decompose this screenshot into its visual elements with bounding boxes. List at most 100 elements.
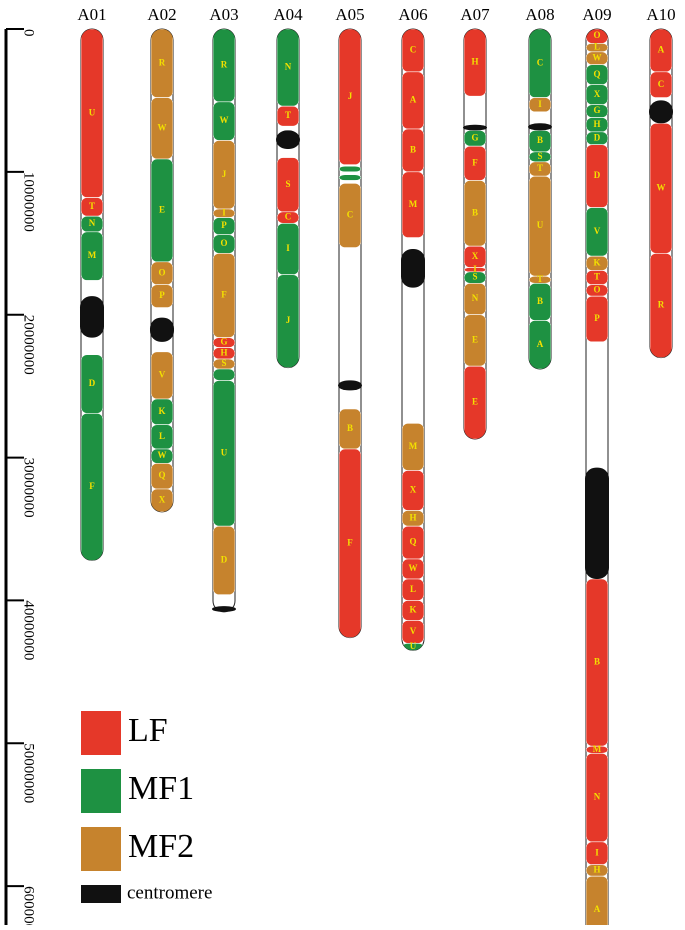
centromere-mark [401, 249, 425, 288]
segment-label: W [409, 563, 418, 573]
segment-lf [339, 29, 361, 166]
segment-label: W [657, 182, 666, 192]
segment-label: C [537, 57, 544, 67]
chromosome-title: A01 [77, 5, 106, 24]
segment-label: S [537, 151, 542, 161]
segment-label: H [409, 512, 416, 522]
chromosome-a04: A04 N T S C I J [273, 5, 303, 369]
segment-mf1 [277, 274, 299, 368]
legend-swatch [81, 711, 121, 755]
segment-label: X [472, 251, 479, 261]
segment-mf2 [151, 488, 173, 512]
segment-label: U [221, 447, 228, 457]
legend-label: centromere [127, 882, 212, 903]
segment-label: M [409, 441, 418, 451]
segment-label: B [472, 207, 478, 217]
segment-mf2 [586, 875, 608, 930]
segment-label: G [220, 337, 227, 347]
segment-label: I [595, 847, 599, 857]
segment-label: T [89, 201, 95, 211]
centromere-mark [585, 467, 609, 579]
segment-label: A [537, 339, 544, 349]
segment-mf2 [529, 97, 551, 113]
segment-label: A [594, 904, 601, 914]
segment-label: U [89, 107, 96, 117]
segment-label: M [88, 250, 97, 260]
segment-label: K [158, 406, 165, 416]
segment-lf [277, 105, 299, 127]
chromosome-a10: A10 A C W R [646, 5, 676, 359]
centromere-mark [649, 100, 673, 124]
segment-label: E [472, 334, 478, 344]
segment-label: K [409, 604, 416, 614]
axis-tick-label: 60000000 [21, 886, 37, 925]
segment-label: I [538, 99, 542, 109]
centromere-mark [150, 317, 174, 342]
segment-label: T [594, 272, 600, 282]
segment-label: Q [593, 69, 600, 79]
segment-lf [339, 448, 361, 638]
centromere-mark [80, 296, 104, 338]
segment-label: T [537, 163, 543, 173]
segment-label: L [594, 42, 600, 52]
segment-label: J [348, 91, 353, 101]
axis-tick-label: 20000000 [21, 315, 37, 375]
segment-label: R [159, 57, 166, 67]
segment-label: H [220, 347, 227, 357]
segment-label: J [286, 315, 291, 325]
legend-item-mf1: MF1 [81, 769, 194, 813]
segment-label: K [593, 257, 600, 267]
segment-label: F [347, 537, 353, 547]
chromosome-a06: A06 C A B M M X H Q W LK VU [398, 5, 428, 651]
segment-label: U [410, 641, 417, 651]
segment-label: C [285, 212, 292, 222]
legend-swatch [81, 769, 121, 813]
legend-label: MF2 [128, 828, 194, 865]
segment-label: F [89, 481, 95, 491]
axis-tick-label: 10000000 [21, 172, 37, 232]
segment-label: A [658, 44, 665, 54]
chromosome-a05: A05 J C B F [335, 5, 365, 639]
segment-label: A [410, 94, 417, 104]
segment-label: W [220, 115, 229, 125]
segment-label: X [159, 494, 166, 504]
axis-tick-label: 30000000 [21, 458, 37, 518]
segment-mf1 [402, 642, 424, 651]
segment-label: S [472, 272, 477, 282]
segment-label: C [347, 209, 354, 219]
segment-label: V [159, 369, 166, 379]
segment-label: C [410, 44, 417, 54]
segment-label: G [471, 132, 478, 142]
chromosome-a01: A01 U TN M D F [77, 5, 107, 561]
segment-lf [650, 252, 672, 358]
segment-label: X [594, 89, 601, 99]
centromere-mark [212, 606, 236, 612]
segment-label: I [473, 264, 477, 274]
segment-label: L [410, 584, 416, 594]
segment-label: V [594, 226, 601, 236]
segment-label: D [594, 132, 601, 142]
segment-label: B [537, 296, 543, 306]
segment-label: R [658, 299, 665, 309]
segment-label: T [285, 110, 291, 120]
segment-label: P [159, 290, 165, 300]
segment-label: B [410, 144, 416, 154]
segment-label: N [594, 792, 601, 802]
chromosome-a07: A07 H G F B XIS N E E [460, 5, 490, 440]
position-axis: 0 10000000 20000000 30000000 40000000 5000000… [4, 28, 37, 930]
chromosome-title: A05 [335, 5, 364, 24]
segment-label: M [409, 199, 418, 209]
segment-label: D [89, 378, 96, 388]
segment-label: D [221, 554, 228, 564]
segment-label: P [221, 220, 227, 230]
segment-label: W [158, 450, 167, 460]
centromere-mark [276, 130, 300, 149]
segment-label: Q [158, 470, 165, 480]
legend-item-lf: LF [81, 711, 168, 755]
segment-label: W [158, 122, 167, 132]
chromosome-title: A03 [209, 5, 238, 24]
legend-item-centromere: centromere [81, 882, 212, 903]
